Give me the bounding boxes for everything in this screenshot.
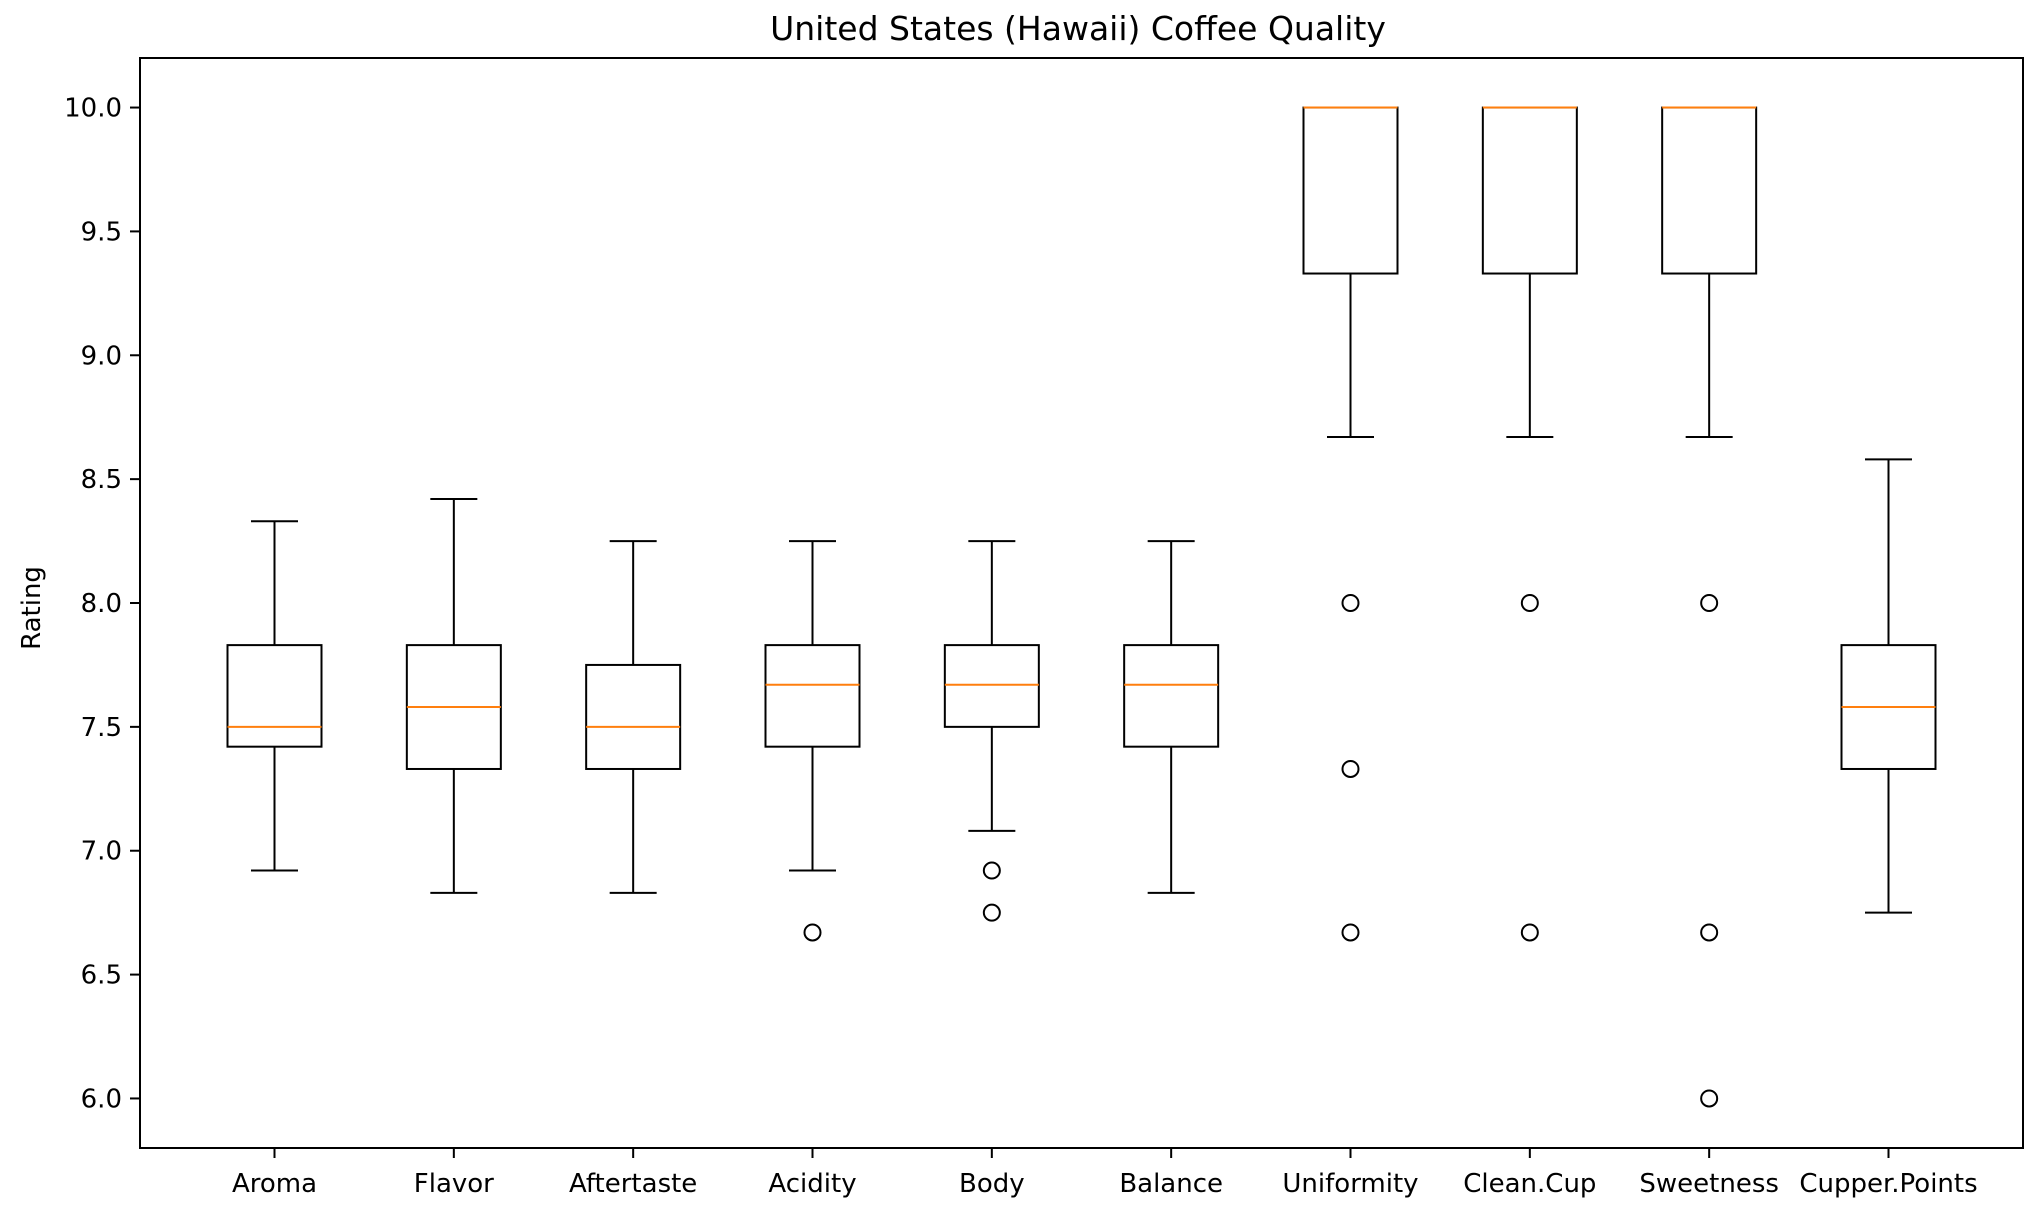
y-tick-label: 7.5 xyxy=(81,713,122,743)
box-group-acidity xyxy=(764,540,861,942)
y-axis: 6.0 6.5 7.0 7.5 8.0 8.5 9.0 9.5 10.0 xyxy=(64,94,140,1114)
outlier-point xyxy=(1341,759,1360,778)
y-tick-label: 9.0 xyxy=(81,341,122,371)
outlier-point xyxy=(1700,923,1719,942)
x-tick-label: Flavor xyxy=(414,1169,494,1199)
outlier-point xyxy=(1700,594,1719,612)
outlier-point xyxy=(1341,594,1360,612)
box-group-aftertaste xyxy=(585,540,682,894)
iqr-box xyxy=(943,644,1040,728)
y-axis-label: Rating xyxy=(17,566,47,650)
box-group-aroma xyxy=(226,520,323,872)
outlier-point xyxy=(1520,594,1539,612)
iqr-box xyxy=(1302,106,1399,275)
boxes-layer xyxy=(226,106,1937,1108)
x-tick-label: Body xyxy=(959,1169,1025,1199)
outlier-point xyxy=(803,923,822,942)
iqr-box xyxy=(1123,644,1220,748)
x-tick-label: Cupper.Points xyxy=(1799,1169,1977,1199)
box-group-balance xyxy=(1123,540,1220,894)
y-tick-label: 9.5 xyxy=(81,217,122,247)
y-tick-label: 6.0 xyxy=(81,1084,122,1114)
outlier-point xyxy=(1341,923,1360,942)
box-group-cupper-points xyxy=(1840,458,1937,914)
y-tick-label: 8.0 xyxy=(81,589,122,619)
iqr-box xyxy=(226,644,323,748)
x-tick-label: Aftertaste xyxy=(569,1169,697,1199)
outlier-point xyxy=(982,903,1001,922)
plot-frame xyxy=(139,57,2024,1149)
x-tick-label: Aroma xyxy=(232,1169,317,1199)
box-group-uniformity xyxy=(1302,106,1399,942)
iqr-box xyxy=(1481,106,1578,275)
box-group-flavor xyxy=(405,497,502,894)
x-tick-label: Clean.Cup xyxy=(1463,1169,1596,1199)
box-group-sweetness xyxy=(1661,106,1758,1108)
iqr-box xyxy=(1661,106,1758,275)
outlier-point xyxy=(1700,1089,1719,1108)
chart-title: United States (Hawaii) Coffee Quality xyxy=(770,9,1386,48)
x-tick-label: Acidity xyxy=(768,1169,856,1199)
y-tick-label: 7.0 xyxy=(81,837,122,867)
x-tick-label: Uniformity xyxy=(1282,1169,1418,1199)
outlier-point xyxy=(982,861,1001,880)
iqr-box xyxy=(585,663,682,770)
y-tick-label: 6.5 xyxy=(81,961,122,991)
y-tick-label: 10.0 xyxy=(64,94,122,124)
box-group-body xyxy=(943,540,1040,922)
box-group-clean-cup xyxy=(1481,106,1578,942)
iqr-box xyxy=(764,644,861,748)
y-tick-label: 8.5 xyxy=(81,465,122,495)
x-axis: Aroma Flavor Aftertaste Acidity Body Balance U… xyxy=(232,1148,1978,1199)
outlier-point xyxy=(1520,923,1539,942)
x-tick-label: Sweetness xyxy=(1639,1169,1779,1199)
x-tick-label: Balance xyxy=(1119,1169,1223,1199)
